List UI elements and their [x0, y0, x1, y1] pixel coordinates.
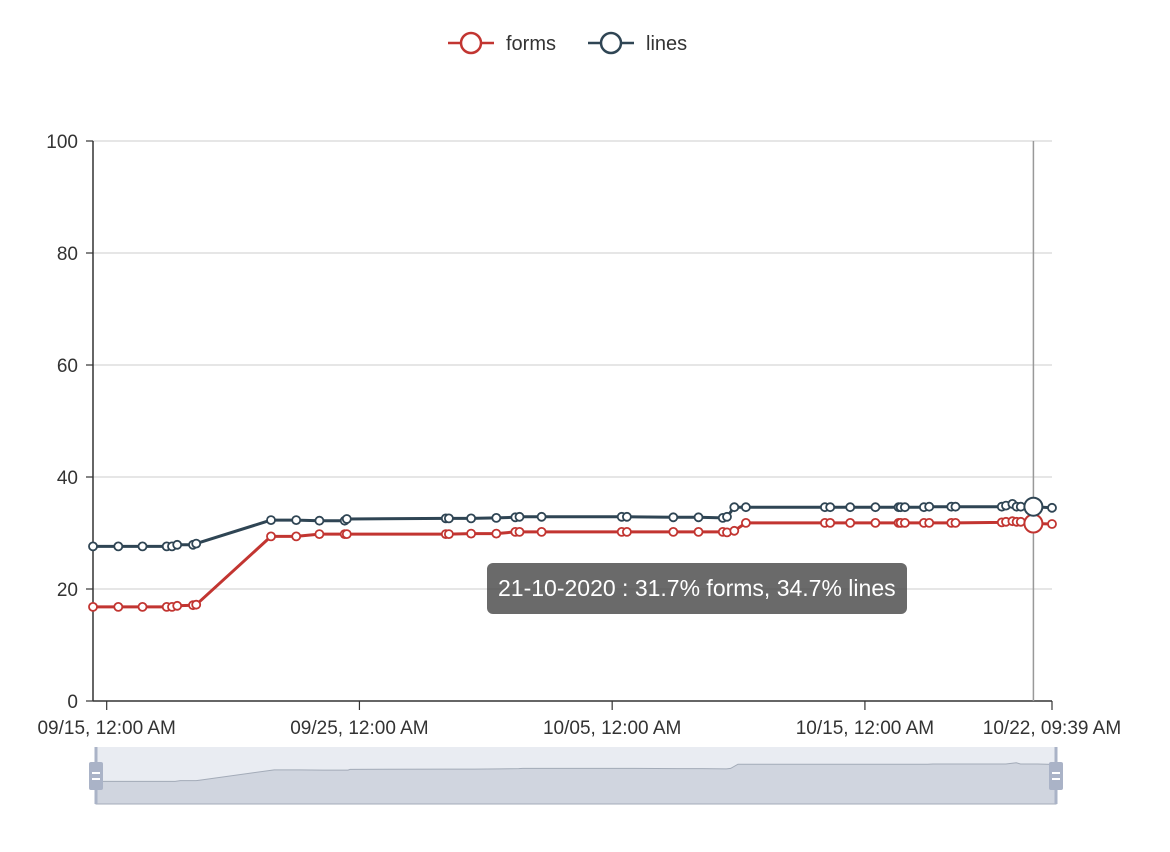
data-point-forms[interactable] [172, 600, 183, 611]
data-point-forms[interactable] [693, 527, 704, 537]
data-point-lines[interactable] [741, 502, 751, 513]
data-point-lines[interactable] [443, 513, 454, 524]
data-point-lines[interactable] [870, 502, 881, 513]
data-point-lines[interactable] [314, 515, 325, 526]
data-point-lines[interactable] [191, 538, 202, 549]
legend[interactable]: forms lines [448, 31, 687, 55]
x-tick-label: 09/15, 12:00 AM [37, 718, 175, 739]
data-point-lines[interactable] [491, 513, 502, 523]
data-point-forms[interactable] [950, 518, 961, 528]
data-point-forms[interactable] [514, 527, 525, 537]
legend-lines-marker [599, 31, 623, 55]
data-point-forms[interactable] [1047, 519, 1057, 529]
tooltip: 21-10-2020 : 31.7% forms, 34.7% lines [487, 563, 907, 615]
data-point-forms[interactable] [900, 518, 910, 528]
data-point-forms[interactable] [113, 602, 124, 612]
y-tick-label: 60 [57, 356, 78, 377]
data-point-lines[interactable] [693, 512, 704, 523]
series-lines[interactable] [88, 496, 1057, 552]
data-point-lines[interactable] [536, 511, 547, 522]
x-tick-label: 10/15, 12:00 AM [796, 718, 934, 739]
data-point-forms[interactable] [1023, 513, 1044, 534]
legend-item-forms[interactable]: forms [448, 31, 556, 55]
x-tick-label: 09/25, 12:00 AM [290, 718, 428, 739]
data-point-forms[interactable] [729, 525, 740, 536]
data-point-forms[interactable] [622, 527, 632, 537]
legend-forms-label: forms [506, 33, 556, 55]
data-point-forms[interactable] [845, 518, 856, 528]
data-point-lines[interactable] [466, 513, 477, 524]
series-layer [88, 496, 1057, 612]
data-point-forms[interactable] [924, 518, 935, 528]
data-point-lines[interactable] [900, 502, 910, 513]
data-point-lines[interactable] [291, 515, 302, 525]
data-point-forms[interactable] [443, 529, 454, 539]
data-point-lines[interactable] [950, 501, 961, 512]
data-point-forms[interactable] [266, 531, 276, 542]
data-point-lines[interactable] [341, 514, 352, 524]
data-point-forms[interactable] [870, 518, 881, 528]
data-point-lines[interactable] [514, 511, 525, 522]
data-point-lines[interactable] [729, 502, 740, 513]
data-point-forms[interactable] [291, 531, 302, 542]
data-point-forms[interactable] [536, 527, 547, 537]
data-point-lines[interactable] [88, 541, 98, 552]
data-point-forms[interactable] [668, 527, 679, 537]
data-point-lines[interactable] [1023, 496, 1044, 517]
data-point-lines[interactable] [137, 541, 148, 552]
data-point-forms[interactable] [341, 529, 352, 539]
data-point-lines[interactable] [1047, 502, 1057, 513]
data-point-lines[interactable] [825, 502, 836, 513]
data-point-lines[interactable] [845, 502, 856, 513]
data-point-lines[interactable] [722, 511, 732, 522]
data-point-forms[interactable] [825, 518, 836, 528]
legend-lines-label: lines [646, 33, 687, 55]
legend-forms-marker [459, 31, 483, 55]
zoom-left-handle[interactable] [89, 762, 103, 790]
y-tick-label: 80 [57, 244, 78, 265]
data-point-forms[interactable] [466, 528, 477, 539]
data-zoom-slider[interactable] [89, 747, 1063, 805]
y-tick-label: 40 [57, 468, 78, 489]
y-tick-label: 20 [57, 580, 78, 601]
x-tick-label: 10/22, 09:39 AM [983, 718, 1121, 739]
data-point-lines[interactable] [266, 515, 276, 525]
data-point-lines[interactable] [172, 539, 183, 550]
data-point-lines[interactable] [113, 541, 124, 552]
data-point-lines[interactable] [668, 512, 679, 523]
y-axis: 0 20 40 60 80 100 [46, 132, 94, 713]
y-tick-label: 100 [46, 132, 78, 153]
series-forms[interactable] [88, 513, 1057, 612]
data-point-forms[interactable] [191, 599, 202, 610]
x-axis: 09/15, 12:00 AM 09/25, 12:00 AM 10/05, 12:… [37, 700, 1121, 739]
data-point-lines[interactable] [622, 511, 632, 522]
data-point-forms[interactable] [741, 518, 751, 528]
data-point-forms[interactable] [314, 529, 325, 539]
y-tick-label: 0 [67, 692, 78, 713]
data-point-forms[interactable] [88, 602, 98, 612]
zoom-data-shadow [95, 762, 1057, 805]
x-tick-label: 10/05, 12:00 AM [543, 718, 681, 739]
data-point-lines[interactable] [924, 501, 935, 512]
zoom-right-handle[interactable] [1049, 762, 1063, 790]
data-point-forms[interactable] [491, 528, 502, 539]
legend-item-lines[interactable]: lines [588, 31, 687, 55]
data-point-forms[interactable] [137, 602, 148, 612]
